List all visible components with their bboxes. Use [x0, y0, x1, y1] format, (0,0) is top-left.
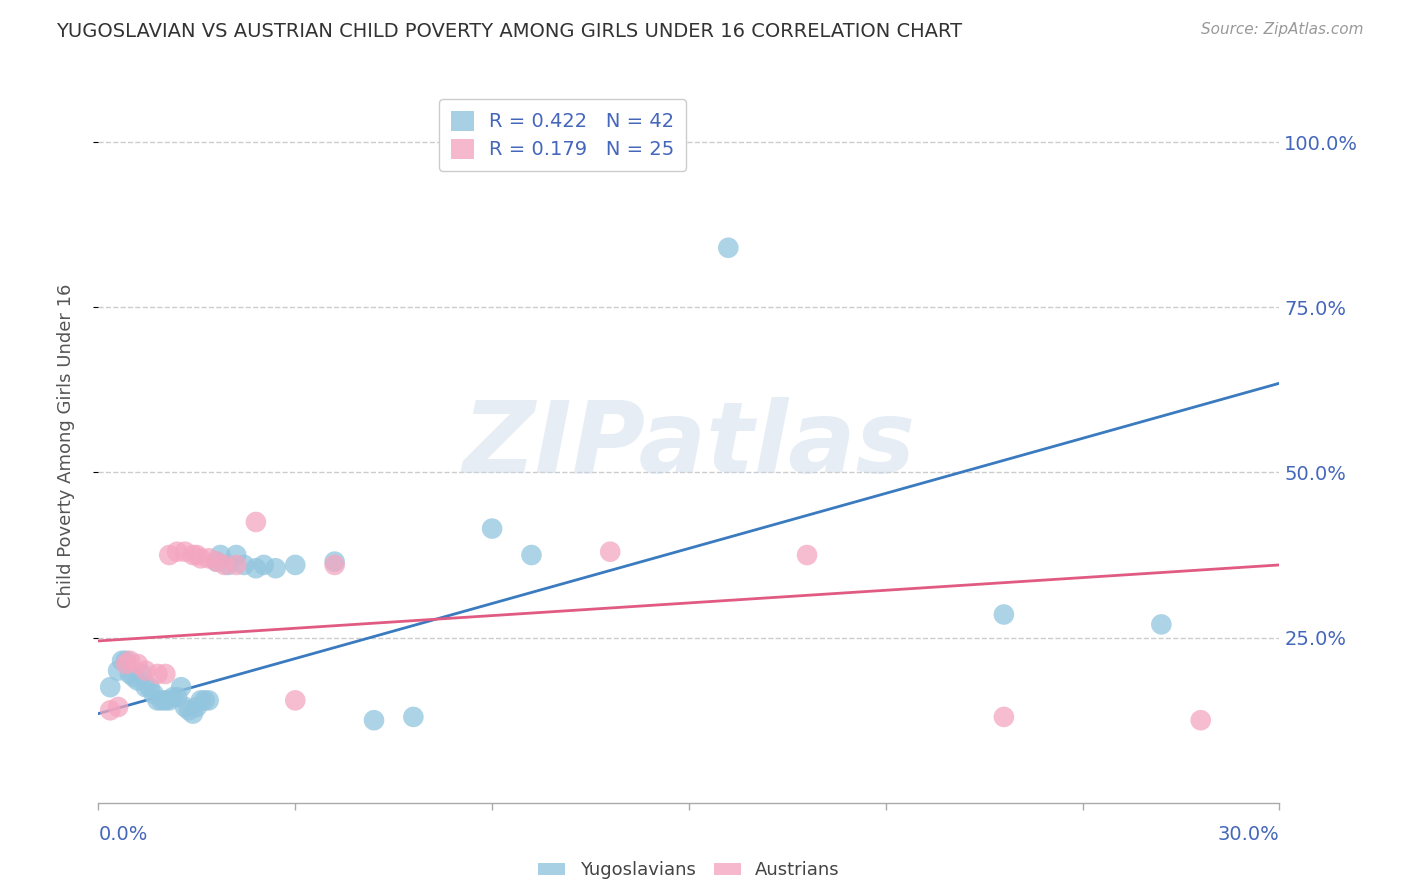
Point — [131, 667, 153, 681]
Legend: Yugoslavians, Austrians: Yugoslavians, Austrians — [531, 855, 846, 887]
Point — [993, 710, 1015, 724]
Text: ZIPatlas: ZIPatlas — [463, 398, 915, 494]
Point — [217, 558, 239, 572]
Point — [181, 548, 204, 562]
Point — [157, 548, 180, 562]
Point — [717, 241, 740, 255]
Point — [197, 693, 219, 707]
Point — [98, 703, 121, 717]
Point — [1150, 617, 1173, 632]
Point — [162, 690, 184, 704]
Point — [253, 558, 276, 572]
Point — [142, 687, 165, 701]
Point — [174, 700, 197, 714]
Text: YUGOSLAVIAN VS AUSTRIAN CHILD POVERTY AMONG GIRLS UNDER 16 CORRELATION CHART: YUGOSLAVIAN VS AUSTRIAN CHILD POVERTY AM… — [56, 22, 962, 41]
Point — [170, 680, 193, 694]
Point — [190, 551, 212, 566]
Point — [111, 654, 134, 668]
Point — [323, 555, 346, 569]
Point — [107, 664, 129, 678]
Point — [98, 680, 121, 694]
Point — [363, 713, 385, 727]
Point — [796, 548, 818, 562]
Point — [115, 654, 138, 668]
Point — [157, 693, 180, 707]
Point — [214, 558, 236, 572]
Point — [107, 700, 129, 714]
Point — [284, 558, 307, 572]
Point — [127, 657, 149, 671]
Point — [194, 693, 217, 707]
Point — [115, 657, 138, 671]
Point — [245, 515, 267, 529]
Point — [520, 548, 543, 562]
Point — [197, 551, 219, 566]
Point — [122, 670, 145, 684]
Point — [135, 664, 157, 678]
Text: 0.0%: 0.0% — [98, 825, 148, 844]
Point — [323, 558, 346, 572]
Point — [118, 667, 141, 681]
Point — [245, 561, 267, 575]
Point — [205, 555, 228, 569]
Point — [166, 690, 188, 704]
Point — [225, 548, 247, 562]
Y-axis label: Child Poverty Among Girls Under 16: Child Poverty Among Girls Under 16 — [56, 284, 75, 608]
Point — [177, 703, 200, 717]
Point — [1189, 713, 1212, 727]
Point — [481, 522, 503, 536]
Point — [402, 710, 425, 724]
Point — [118, 654, 141, 668]
Text: Source: ZipAtlas.com: Source: ZipAtlas.com — [1201, 22, 1364, 37]
Point — [138, 680, 160, 694]
Point — [225, 558, 247, 572]
Point — [190, 693, 212, 707]
Point — [209, 548, 232, 562]
Point — [146, 667, 169, 681]
Point — [155, 693, 177, 707]
Point — [233, 558, 256, 572]
Point — [166, 545, 188, 559]
Point — [135, 680, 157, 694]
Point — [155, 667, 177, 681]
Point — [181, 706, 204, 721]
Point — [186, 700, 208, 714]
Point — [150, 693, 173, 707]
Point — [205, 555, 228, 569]
Point — [993, 607, 1015, 622]
Point — [284, 693, 307, 707]
Point — [599, 545, 621, 559]
Point — [146, 693, 169, 707]
Point — [174, 545, 197, 559]
Point — [127, 673, 149, 688]
Point — [186, 548, 208, 562]
Text: 30.0%: 30.0% — [1218, 825, 1279, 844]
Point — [264, 561, 287, 575]
